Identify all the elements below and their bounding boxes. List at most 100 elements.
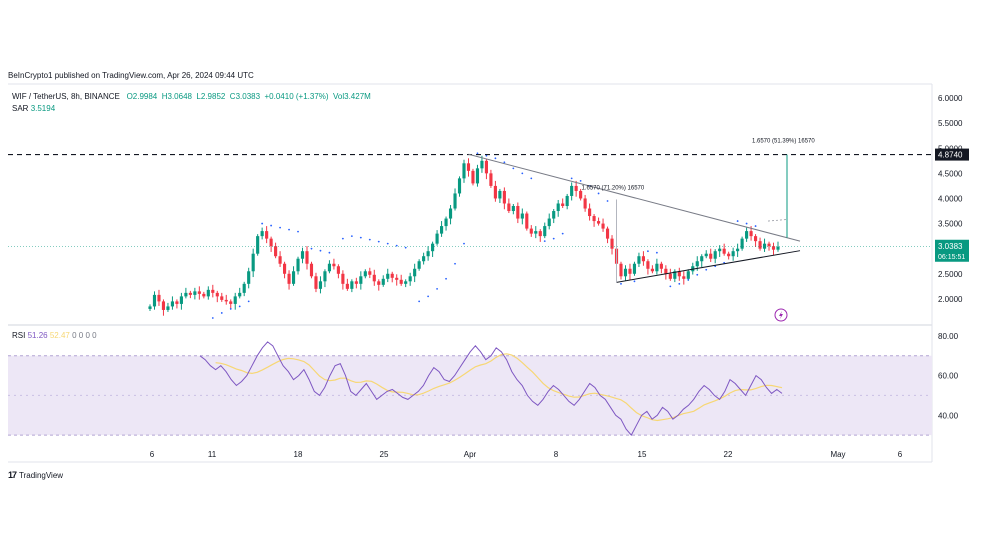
price-tick-label: 2.5000 <box>938 270 963 279</box>
price-tick-label: 3.5000 <box>938 220 963 229</box>
candle <box>664 265 668 280</box>
time-tick-label: 6 <box>150 450 155 459</box>
candle-body <box>440 226 444 234</box>
sar-dot <box>655 251 658 254</box>
candle <box>731 247 735 261</box>
candle-body <box>269 238 273 247</box>
sar-dot <box>754 225 757 227</box>
candle <box>341 270 345 290</box>
rsi-legend[interactable]: RSI 51.26 52.47 0 0 0 0 <box>12 331 97 340</box>
rsi-value: 51.26 <box>27 331 48 340</box>
bar-countdown-label: 06:15:51 <box>938 254 965 261</box>
candle <box>623 265 628 281</box>
sar-legend[interactable]: SAR 3.5194 <box>12 104 55 113</box>
sar-dot <box>310 247 313 250</box>
candle-body <box>336 266 340 274</box>
candle <box>179 292 183 310</box>
symbol-label[interactable]: WIF / TetherUS, 8h, BINANCE <box>12 92 120 101</box>
candle-body <box>283 263 287 274</box>
candle-body <box>471 170 475 184</box>
candle <box>444 216 448 231</box>
candle <box>152 291 157 310</box>
sar-dot <box>476 152 479 155</box>
candle-body <box>368 271 372 275</box>
candle <box>632 261 637 276</box>
rsi-tick-label: 40.00 <box>938 411 959 420</box>
candle <box>762 238 767 252</box>
candle-body <box>260 231 264 237</box>
sar-dot <box>512 167 515 170</box>
candle <box>673 269 677 283</box>
sar-dot <box>386 242 389 245</box>
candle <box>605 226 610 244</box>
candle-body <box>597 221 601 224</box>
candle-body <box>704 253 708 257</box>
sar-dot <box>597 192 600 195</box>
candle <box>184 287 188 299</box>
candle-body <box>762 243 767 249</box>
candle-body <box>529 228 533 234</box>
sar-dot <box>736 220 739 222</box>
price-tick-label: 6.0000 <box>938 94 963 103</box>
lightning-bolt-icon <box>779 311 783 319</box>
candle <box>188 290 192 299</box>
candle-body <box>605 228 610 239</box>
sar-dots <box>211 152 757 319</box>
candle-body <box>161 301 166 310</box>
high-value: H3.0648 <box>161 92 192 101</box>
time-tick-label: 11 <box>208 450 217 459</box>
candle <box>547 213 551 230</box>
candle-body <box>561 203 565 206</box>
candle-body <box>641 256 645 262</box>
candle-body <box>771 246 776 250</box>
sar-dot <box>238 305 241 308</box>
candle <box>489 169 493 188</box>
sar-dot <box>288 228 290 231</box>
candle <box>265 226 269 244</box>
rsi-tick-label: 60.00 <box>938 372 959 381</box>
candle-body <box>686 271 690 279</box>
candle <box>278 251 282 268</box>
candle <box>507 198 511 214</box>
tradingview-footer[interactable]: 17 TradingView <box>8 470 63 480</box>
price-tick-label: 4.5000 <box>938 169 963 178</box>
rsi-ma-value: 52.47 <box>49 331 70 340</box>
candle-body <box>758 241 762 249</box>
candle-body <box>148 306 152 309</box>
descending-trendline <box>468 153 801 242</box>
candle-body <box>377 281 381 285</box>
sar-dot <box>705 268 708 271</box>
candle <box>475 164 480 187</box>
measure-label: 1.6570 (71.20%) 16570 <box>582 185 645 191</box>
candle-body <box>242 283 246 293</box>
time-tick-label: 8 <box>554 450 559 459</box>
candle-body <box>498 190 502 199</box>
candle-body <box>184 292 188 297</box>
candle <box>543 222 547 239</box>
candle <box>332 258 336 270</box>
candle-body <box>318 281 323 289</box>
sar-dot <box>445 277 447 280</box>
candle-body <box>457 178 462 194</box>
candle <box>534 226 538 239</box>
candle <box>291 266 296 286</box>
candle-body <box>592 216 596 222</box>
sar-dot <box>328 251 331 254</box>
candle-body <box>152 294 157 307</box>
candle <box>422 252 426 265</box>
candle-body <box>350 281 354 289</box>
candle <box>619 261 623 280</box>
candle <box>197 286 201 300</box>
time-tick-label: 15 <box>638 450 647 459</box>
candle <box>296 256 300 275</box>
rsi-pane[interactable] <box>8 341 932 436</box>
candle <box>480 155 484 173</box>
candle <box>713 249 717 264</box>
candle <box>628 263 632 280</box>
candle <box>417 259 421 271</box>
candle-body <box>673 271 677 279</box>
sar-dot <box>270 224 273 227</box>
candle-body <box>314 276 318 289</box>
time-tick-label: 6 <box>898 450 903 459</box>
